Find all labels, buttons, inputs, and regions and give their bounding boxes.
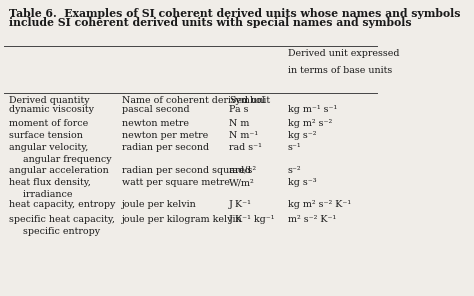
- Text: N m⁻¹: N m⁻¹: [229, 131, 258, 140]
- Text: W/m²: W/m²: [229, 178, 255, 187]
- Text: specific heat capacity,: specific heat capacity,: [9, 215, 115, 224]
- Text: Table 6.  Examples of SI coherent derived units whose names and symbols: Table 6. Examples of SI coherent derived…: [9, 8, 461, 19]
- Text: specific entropy: specific entropy: [17, 227, 100, 236]
- Text: kg m² s⁻²: kg m² s⁻²: [288, 118, 332, 128]
- Text: s⁻²: s⁻²: [288, 166, 301, 175]
- Text: m² s⁻² K⁻¹: m² s⁻² K⁻¹: [288, 215, 336, 224]
- Text: Name of coherent derived unit: Name of coherent derived unit: [122, 96, 271, 105]
- Text: surface tension: surface tension: [9, 131, 83, 140]
- Text: angular velocity,: angular velocity,: [9, 143, 89, 152]
- Text: pascal second: pascal second: [122, 105, 190, 114]
- Text: N m: N m: [229, 118, 249, 128]
- Text: joule per kelvin: joule per kelvin: [122, 200, 197, 210]
- Text: Derived quantity: Derived quantity: [9, 96, 90, 105]
- Text: include SI coherent derived units with special names and symbols: include SI coherent derived units with s…: [9, 17, 412, 28]
- Text: dynamic viscosity: dynamic viscosity: [9, 105, 94, 114]
- Text: newton metre: newton metre: [122, 118, 190, 128]
- Text: radian per second: radian per second: [122, 143, 210, 152]
- Text: moment of force: moment of force: [9, 118, 88, 128]
- Text: kg m² s⁻² K⁻¹: kg m² s⁻² K⁻¹: [288, 200, 351, 210]
- Text: radian per second squared: radian per second squared: [122, 166, 252, 175]
- Text: Pa s: Pa s: [229, 105, 248, 114]
- Text: angular frequency: angular frequency: [17, 155, 111, 164]
- Text: kg s⁻²: kg s⁻²: [288, 131, 316, 140]
- Text: rad s⁻¹: rad s⁻¹: [229, 143, 262, 152]
- Text: J K⁻¹: J K⁻¹: [229, 200, 252, 210]
- Text: joule per kilogram kelvin: joule per kilogram kelvin: [122, 215, 243, 224]
- Text: Derived unit expressed: Derived unit expressed: [288, 49, 400, 58]
- Text: angular acceleration: angular acceleration: [9, 166, 109, 175]
- Text: watt per square metre: watt per square metre: [122, 178, 230, 187]
- Text: kg m⁻¹ s⁻¹: kg m⁻¹ s⁻¹: [288, 105, 337, 114]
- Text: rad/s²: rad/s²: [229, 166, 257, 175]
- Text: kg s⁻³: kg s⁻³: [288, 178, 317, 187]
- Text: newton per metre: newton per metre: [122, 131, 209, 140]
- Text: in terms of base units: in terms of base units: [288, 65, 392, 75]
- Text: J K⁻¹ kg⁻¹: J K⁻¹ kg⁻¹: [229, 215, 275, 224]
- Text: s⁻¹: s⁻¹: [288, 143, 301, 152]
- Text: Symbol: Symbol: [229, 96, 265, 105]
- Text: heat flux density,: heat flux density,: [9, 178, 91, 187]
- Text: heat capacity, entropy: heat capacity, entropy: [9, 200, 116, 210]
- Text: irradiance: irradiance: [17, 190, 72, 199]
